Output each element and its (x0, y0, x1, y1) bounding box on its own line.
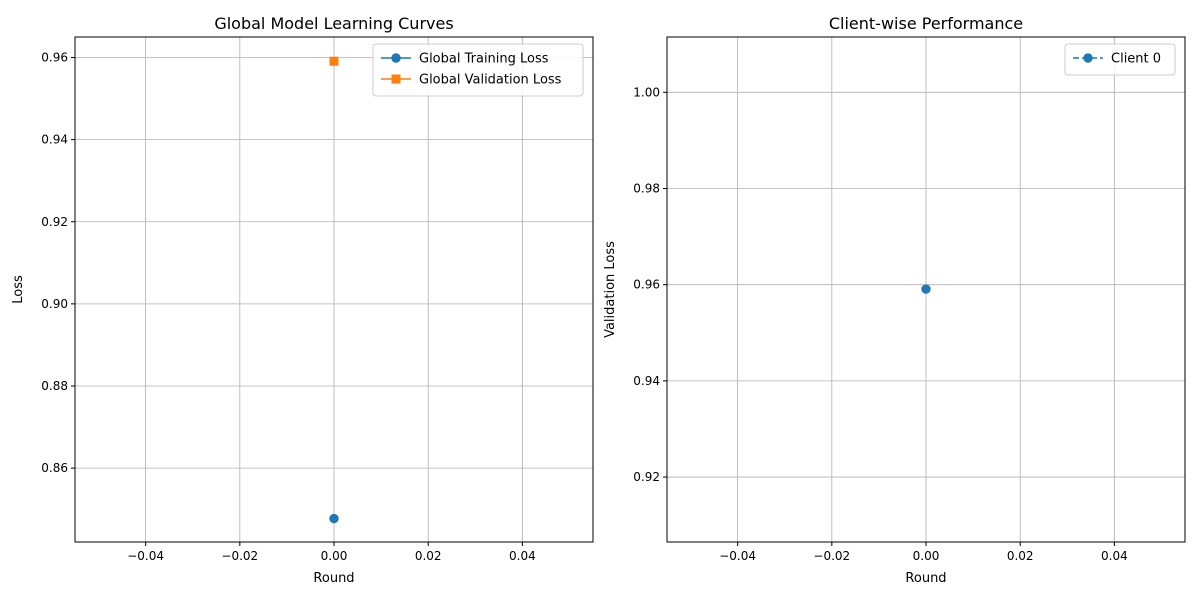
y-tick-label: 0.92 (41, 215, 68, 229)
x-tick-label: −0.04 (719, 549, 756, 563)
legend-marker (391, 53, 401, 63)
x-tick-label: 0.04 (1101, 549, 1128, 563)
y-tick-label: 0.92 (633, 470, 660, 484)
y-tick-label: 0.88 (41, 379, 68, 393)
y-tick-label: 0.94 (633, 374, 660, 388)
data-point (329, 56, 339, 66)
legend: Client 0 (1064, 43, 1176, 76)
x-tick-label: 0.00 (913, 549, 940, 563)
y-tick-label: 0.98 (633, 182, 660, 196)
x-tick-label: −0.04 (127, 549, 164, 563)
x-tick-label: −0.02 (813, 549, 850, 563)
y-tick-label: 0.90 (41, 297, 68, 311)
legend-label: Global Training Loss (419, 52, 549, 67)
x-axis-label: Round (313, 571, 354, 586)
legend-box (372, 43, 584, 97)
y-axis-label: Validation Loss (603, 241, 618, 338)
x-tick-label: −0.02 (221, 549, 258, 563)
y-tick-label: 0.96 (633, 278, 660, 292)
global-curves-panel: −0.04 −0.02 0.00 0.02 0.04 0.86 0.88 0.90 0.92 0.… (11, 14, 594, 586)
chart-title: Global Model Learning Curves (214, 14, 453, 33)
y-tick-label: 0.94 (41, 133, 68, 147)
x-tick-label: 0.00 (321, 549, 348, 563)
legend-label: Global Validation Loss (419, 73, 562, 88)
legend: Global Training Loss Global Validation Lo… (372, 43, 584, 97)
y-axis-label: Loss (11, 275, 26, 304)
x-axis-label: Round (905, 571, 946, 586)
x-tick-label: 0.02 (415, 549, 442, 563)
data-point (921, 284, 931, 294)
chart-title: Client-wise Performance (829, 14, 1023, 33)
x-tick-label: 0.04 (509, 549, 536, 563)
data-point (329, 513, 339, 524)
legend-marker (391, 74, 401, 84)
client-performance-panel: −0.04 −0.02 0.00 0.02 0.04 0.92 0.94 0.96 0.98 1.… (603, 14, 1186, 586)
x-tick-label: 0.02 (1007, 549, 1034, 563)
y-tick-label: 0.96 (41, 51, 68, 65)
legend-box (1064, 43, 1176, 76)
y-tick-label: 0.86 (41, 461, 68, 475)
legend-label: Client 0 (1111, 52, 1161, 67)
y-tick-label: 1.00 (633, 85, 660, 99)
legend-marker (1083, 53, 1093, 63)
